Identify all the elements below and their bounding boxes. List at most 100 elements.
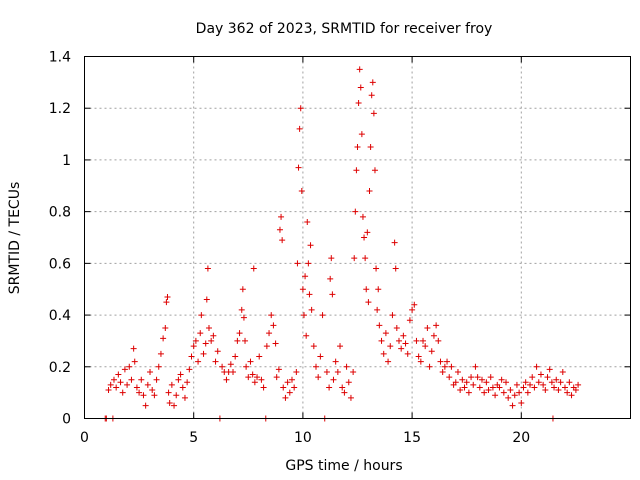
data-point [305, 260, 312, 267]
data-point [522, 379, 529, 386]
data-point [192, 337, 199, 344]
data-point [195, 358, 202, 365]
data-point [361, 234, 368, 241]
data-point [258, 376, 265, 383]
data-point [351, 255, 358, 262]
data-point [190, 343, 197, 350]
data-point [299, 286, 306, 293]
data-point [203, 296, 210, 303]
data-point [240, 314, 247, 321]
data-point [439, 368, 446, 375]
data-point [310, 343, 317, 350]
data-point [302, 273, 309, 280]
data-point [117, 379, 124, 386]
y-tick-label: 1.2 [49, 101, 71, 117]
data-point [433, 322, 440, 329]
data-point [509, 402, 516, 409]
data-point [128, 376, 135, 383]
data-point [366, 187, 373, 194]
data-point [165, 389, 172, 396]
data-point [374, 306, 381, 313]
data-point [236, 330, 243, 337]
data-point [363, 286, 370, 293]
x-tick-label: 10 [294, 430, 312, 446]
data-point [149, 387, 156, 394]
data-point [430, 332, 437, 339]
data-point [354, 144, 361, 150]
data-point [242, 337, 249, 344]
data-point [487, 374, 494, 381]
data-point [468, 374, 475, 381]
data-point [448, 363, 455, 370]
data-point [417, 358, 424, 365]
data-point [323, 368, 330, 375]
data-point [531, 384, 538, 391]
data-point [276, 226, 283, 233]
data-point [420, 337, 427, 344]
data-point [524, 389, 531, 396]
data-point [362, 255, 369, 262]
data-point [330, 376, 337, 383]
data-point [516, 389, 523, 396]
data-point [329, 291, 336, 298]
data-point [256, 353, 263, 360]
data-point [437, 358, 444, 365]
data-point [500, 389, 507, 396]
data-point [171, 402, 178, 409]
data-point [422, 343, 429, 350]
data-point [518, 399, 525, 406]
data-point [304, 218, 311, 225]
y-axis-label: SRMTID / TECUs [7, 182, 23, 295]
y-tick-label: 0.2 [49, 360, 71, 376]
data-point [505, 394, 512, 401]
data-point [355, 100, 362, 107]
data-point [529, 374, 536, 381]
data-point [105, 387, 112, 394]
data-point [230, 368, 237, 375]
data-point [173, 392, 180, 399]
data-point [378, 337, 385, 344]
data-point [326, 384, 333, 391]
data-point [243, 363, 250, 370]
data-point [284, 379, 291, 386]
data-point [452, 379, 459, 386]
data-point [555, 387, 562, 394]
data-point [564, 389, 571, 396]
data-point [389, 312, 396, 319]
data-point [168, 381, 175, 388]
data-point [186, 366, 193, 373]
data-point [313, 363, 320, 370]
data-point [155, 363, 162, 370]
data-point [513, 381, 520, 388]
data-point [153, 376, 160, 383]
data-point [367, 144, 374, 150]
data-point [138, 376, 145, 383]
data-point [548, 379, 555, 386]
data-point [470, 381, 477, 388]
data-point [160, 335, 167, 342]
data-point [214, 348, 221, 355]
data-point [275, 366, 282, 373]
data-point [179, 384, 186, 391]
data-point [177, 371, 184, 378]
data-point [140, 392, 147, 399]
data-point [551, 384, 558, 391]
data-point [357, 84, 364, 91]
data-point [444, 358, 451, 365]
y-tick-label: 0 [62, 412, 71, 428]
data-point [303, 332, 310, 339]
data-point [234, 337, 241, 344]
y-tick-label: 1 [62, 153, 71, 169]
data-point [307, 242, 314, 249]
data-point [272, 340, 279, 347]
data-point [295, 164, 302, 171]
data-point [559, 368, 566, 375]
data-point [364, 229, 371, 236]
data-point [198, 312, 205, 319]
x-tick-label: 5 [189, 430, 198, 446]
data-point [268, 312, 275, 319]
data-point [162, 325, 169, 331]
data-point [368, 92, 375, 99]
data-point [297, 105, 304, 112]
data-point [308, 306, 315, 313]
